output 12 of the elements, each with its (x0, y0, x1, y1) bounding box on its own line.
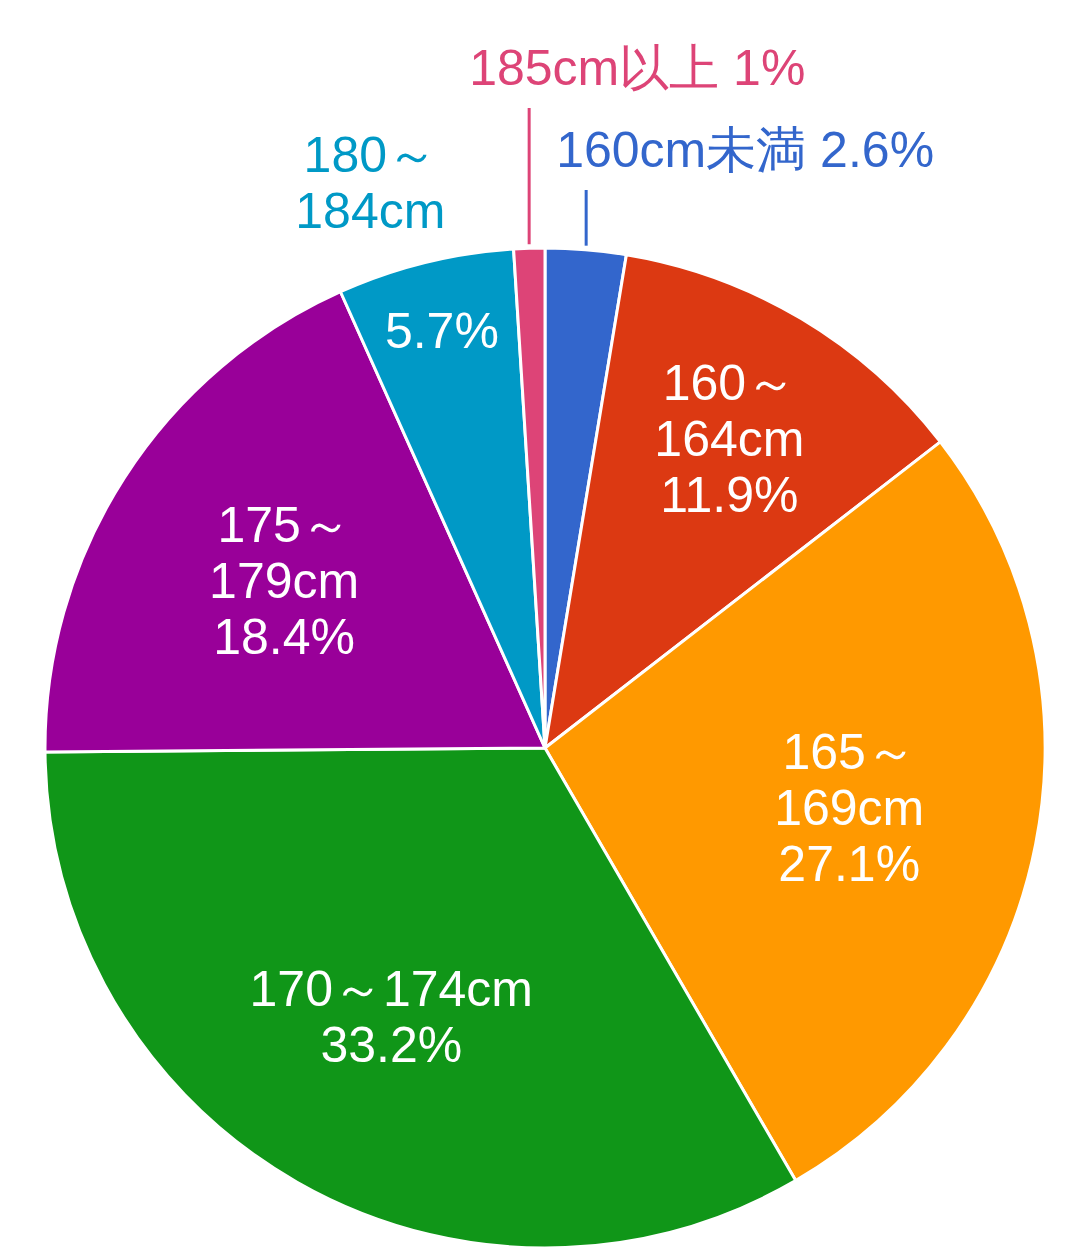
data-label: 5.7% (384, 302, 499, 359)
data-label: 18.4% (213, 608, 356, 665)
slice-label: 170～174cm (249, 961, 534, 1018)
slice-label: 175～179cm (209, 496, 360, 609)
data-label: 11.9% (660, 466, 799, 523)
slice-label: 160～164cm (654, 354, 805, 467)
data-label: 33.2% (320, 1017, 463, 1074)
slice-label: 180～184cm (295, 127, 446, 240)
slice-label: 160cm未満 2.6% (556, 122, 935, 178)
slice-label: 185cm以上 1% (469, 40, 806, 96)
slice-label: 165～169cm (774, 723, 925, 836)
data-label: 27.1% (778, 835, 921, 892)
